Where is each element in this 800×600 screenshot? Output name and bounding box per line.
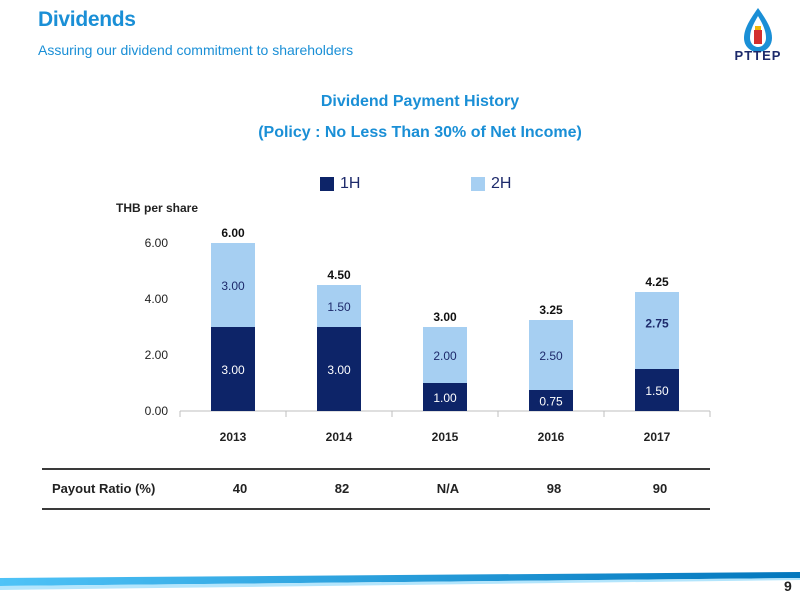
legend-label-2h: 2H: [491, 175, 512, 192]
data-label-1h: 1.50: [645, 384, 669, 398]
data-label-2h: 2.50: [539, 349, 563, 363]
bar-2h: [423, 327, 467, 383]
total-label: 3.25: [539, 303, 563, 317]
bar-2h: [529, 320, 573, 390]
page-number: 9: [784, 578, 792, 594]
page-title: Dividends: [38, 8, 136, 31]
x-tick-label: 2017: [644, 430, 671, 444]
x-tick-label: 2013: [220, 430, 247, 444]
dividend-chart: THB per share 0.00 2.00 4.00 6.00 3.00 3.00 6.0…: [116, 201, 711, 444]
legend-1h: 1H: [320, 175, 360, 193]
page-subtitle: Assuring our dividend commitment to shar…: [38, 42, 354, 58]
x-tick-label: 2016: [538, 430, 565, 444]
payout-value-2017: 90: [652, 481, 668, 496]
payout-value-2014: 82: [334, 481, 350, 496]
payout-value-2016: 98: [546, 481, 562, 496]
data-label-2h: 2.75: [645, 317, 669, 331]
data-label-2h: 2.00: [433, 349, 457, 363]
bar-1h: [423, 383, 467, 411]
payout-ratio-table: Payout Ratio (%) 40 82 N/A 98 90: [42, 468, 710, 510]
payout-label: Payout Ratio (%): [52, 481, 156, 496]
logo-text: PTTEP: [734, 48, 782, 63]
data-label-2h: 1.50: [327, 300, 351, 314]
y-tick-label: 4.00: [145, 292, 169, 306]
bar-1h: [317, 327, 361, 411]
bar-1h: [211, 327, 255, 411]
data-label-2h: 3.00: [221, 279, 245, 293]
bar-2h: [211, 243, 255, 327]
total-label: 3.00: [433, 310, 457, 324]
chart-title: Dividend Payment History: [320, 93, 520, 110]
total-label: 6.00: [221, 226, 245, 240]
legend-label-1h: 1H: [340, 175, 361, 192]
y-tick-label: 0.00: [145, 404, 169, 418]
x-tick-label: 2015: [432, 430, 459, 444]
pttep-logo: [744, 8, 772, 52]
payout-value-2013: 40: [232, 481, 248, 496]
legend-swatch-1h: [320, 177, 334, 191]
data-label-1h: 3.00: [327, 363, 351, 377]
data-label-1h: 1.00: [433, 391, 457, 405]
total-label: 4.50: [327, 268, 351, 282]
chart-subtitle: (Policy : No Less Than 30% of Net Income…: [258, 124, 582, 141]
x-tick-label: 2014: [326, 430, 353, 444]
y-tick-label: 6.00: [145, 236, 169, 250]
data-label-1h: 3.00: [221, 363, 245, 377]
y-axis-label: THB per share: [116, 201, 198, 215]
legend-2h: 2H: [471, 175, 511, 193]
bar-2h: [635, 292, 679, 369]
y-tick-label: 2.00: [145, 348, 169, 362]
total-label: 4.25: [645, 275, 669, 289]
bar-1h: [529, 390, 573, 411]
bar-1h: [635, 369, 679, 411]
payout-value-2015: N/A: [436, 481, 460, 496]
footer-wave: [0, 572, 800, 590]
data-label-1h: 0.75: [539, 395, 563, 409]
legend-swatch-2h: [471, 177, 485, 191]
bar-2h: [317, 285, 361, 327]
